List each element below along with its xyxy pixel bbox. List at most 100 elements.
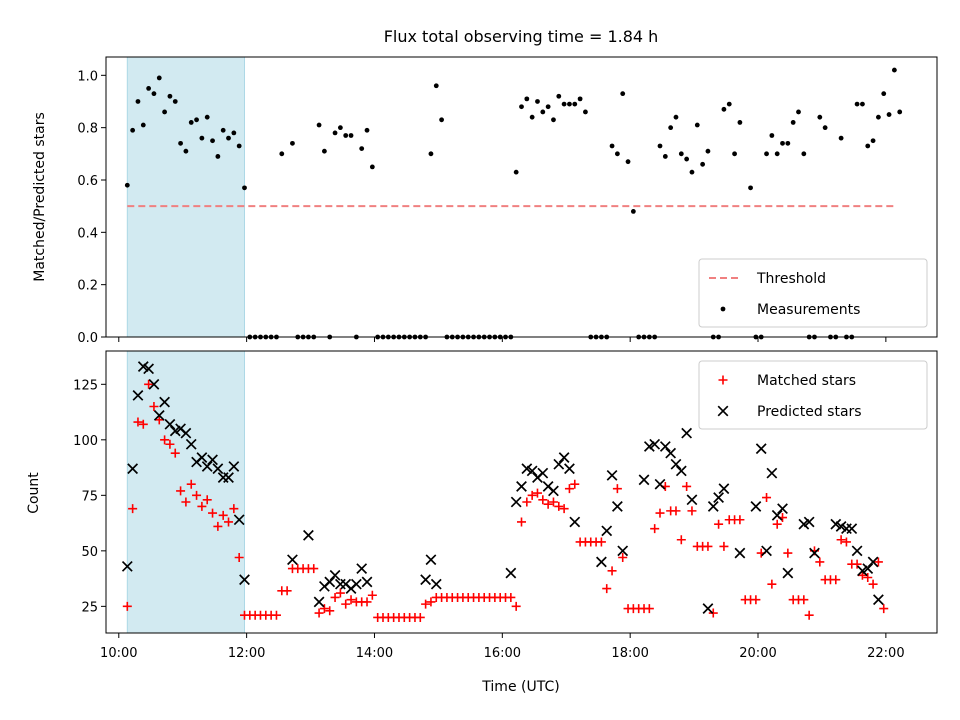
measurement-point — [561, 101, 567, 107]
matched-star-point — [719, 541, 729, 551]
predicted-star-point — [164, 418, 176, 430]
y-tick-label: 0.4 — [77, 226, 98, 241]
predicted-star-point — [180, 427, 192, 439]
predicted-star-point — [313, 596, 325, 608]
measurement-point — [838, 135, 844, 141]
matched-star-point — [421, 599, 431, 609]
matched-star-point — [879, 604, 889, 614]
matched-star-point — [128, 504, 138, 514]
measurement-point — [886, 112, 892, 117]
measurement-point — [545, 104, 551, 110]
measurement-point — [316, 122, 322, 128]
measurement-point — [748, 185, 753, 191]
matched-star-point — [554, 501, 564, 511]
matched-star-point — [133, 417, 143, 427]
measurement-point — [796, 109, 801, 115]
measurement-point — [199, 135, 205, 141]
matched-star-point — [165, 439, 175, 449]
matched-star-point — [618, 553, 628, 563]
predicted-star-point — [707, 501, 719, 512]
predicted-star-point — [526, 465, 538, 477]
measurement-point — [785, 140, 791, 146]
measurement-point — [678, 151, 684, 157]
measurement-point — [162, 109, 167, 115]
measurement-point — [551, 117, 556, 123]
predicted-star-point — [558, 452, 570, 463]
legend-box — [698, 258, 928, 328]
legend: Threshold Measurements — [698, 258, 928, 328]
y-tick-label: 50 — [81, 545, 98, 560]
legend-label: Threshold — [756, 271, 826, 287]
matched-star-point — [160, 435, 170, 445]
measurement-point — [135, 99, 141, 104]
measurement-point — [428, 151, 434, 157]
predicted-star-point — [121, 560, 133, 572]
measurement-point — [231, 130, 237, 136]
predicted-star-point — [201, 461, 213, 472]
measurement-point — [609, 143, 615, 149]
predicted-star-point — [670, 458, 682, 470]
matched-star-point — [170, 448, 180, 458]
matched-star-point — [346, 595, 356, 605]
predicted-star-point — [510, 496, 522, 508]
predicted-star-point — [734, 547, 746, 559]
matched-star-point — [602, 584, 612, 594]
matched-star-point — [532, 488, 542, 498]
measurement-point — [694, 122, 700, 128]
predicted-star-point — [553, 458, 565, 470]
matched-star-point — [538, 495, 548, 505]
measurement-point — [630, 208, 636, 214]
measurement-point — [540, 109, 546, 115]
measurement-point — [780, 140, 785, 146]
predicted-star-point — [143, 363, 155, 375]
matched-star-point — [367, 590, 377, 600]
matched-star-point — [522, 497, 532, 507]
matched-star-point — [772, 519, 782, 529]
matched-star-point — [836, 535, 846, 545]
predicted-star-point — [665, 447, 677, 459]
predicted-star-point — [654, 478, 666, 490]
matched-star-point — [655, 508, 665, 518]
measurement-point — [348, 133, 354, 138]
matched-star-point — [144, 379, 154, 389]
matched-star-point — [570, 479, 580, 489]
measurement-point — [577, 96, 583, 102]
measurement-point — [337, 125, 343, 131]
plot-frame — [105, 350, 938, 634]
predicted-star-point — [596, 556, 607, 568]
predicted-star-point — [303, 529, 314, 541]
matched-star-point — [607, 566, 617, 576]
measurement-point — [210, 138, 215, 144]
matched-star-point — [873, 557, 883, 567]
matched-star-point — [863, 572, 873, 582]
measurement-point — [556, 93, 562, 99]
measurement-point — [130, 127, 136, 133]
predicted-star-point — [873, 594, 884, 606]
predicted-star-point — [233, 514, 245, 526]
measurement-point — [439, 117, 444, 123]
measurement-point — [876, 114, 881, 120]
measurement-point — [854, 101, 860, 107]
x-tick-label: 18:00 — [611, 646, 648, 661]
measurement-point — [188, 120, 194, 125]
predicted-star-point — [649, 438, 661, 450]
matched-star-point — [762, 493, 772, 503]
legend-label: Predicted stars — [757, 404, 862, 420]
predicted-star-point — [713, 492, 724, 503]
predicted-star-point — [132, 390, 144, 401]
measurement-point — [684, 156, 690, 162]
matched-star-point — [341, 599, 351, 609]
matched-star-point — [841, 537, 851, 547]
x-tick-label: 16:00 — [484, 646, 521, 661]
predicted-star-point — [548, 485, 559, 497]
chart-title: Flux total observing time = 1.84 h — [384, 27, 659, 46]
bottom-plot-area: 25 50 75 100 125 10:00 12:00 14:00 16:00 18:00 20:… — [73, 350, 938, 661]
measurement-point — [513, 169, 519, 175]
predicted-star-point — [148, 378, 160, 390]
predicted-star-point — [324, 576, 336, 588]
matched-star-point — [815, 557, 825, 567]
matched-star-point — [154, 415, 164, 425]
y-tick-label: 125 — [73, 378, 98, 393]
predicted-star-point — [425, 554, 437, 566]
predicted-star-point — [777, 503, 788, 515]
